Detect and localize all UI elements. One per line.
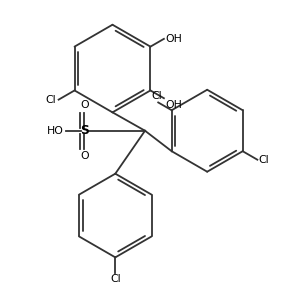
Text: Cl: Cl bbox=[45, 95, 56, 105]
Text: S: S bbox=[80, 124, 89, 137]
Text: O: O bbox=[80, 100, 88, 110]
Text: OH: OH bbox=[165, 34, 182, 44]
Text: Cl: Cl bbox=[151, 91, 162, 101]
Text: HO: HO bbox=[47, 126, 64, 136]
Text: Cl: Cl bbox=[110, 274, 121, 284]
Text: O: O bbox=[80, 151, 88, 161]
Text: OH: OH bbox=[165, 100, 182, 110]
Text: Cl: Cl bbox=[259, 155, 269, 165]
